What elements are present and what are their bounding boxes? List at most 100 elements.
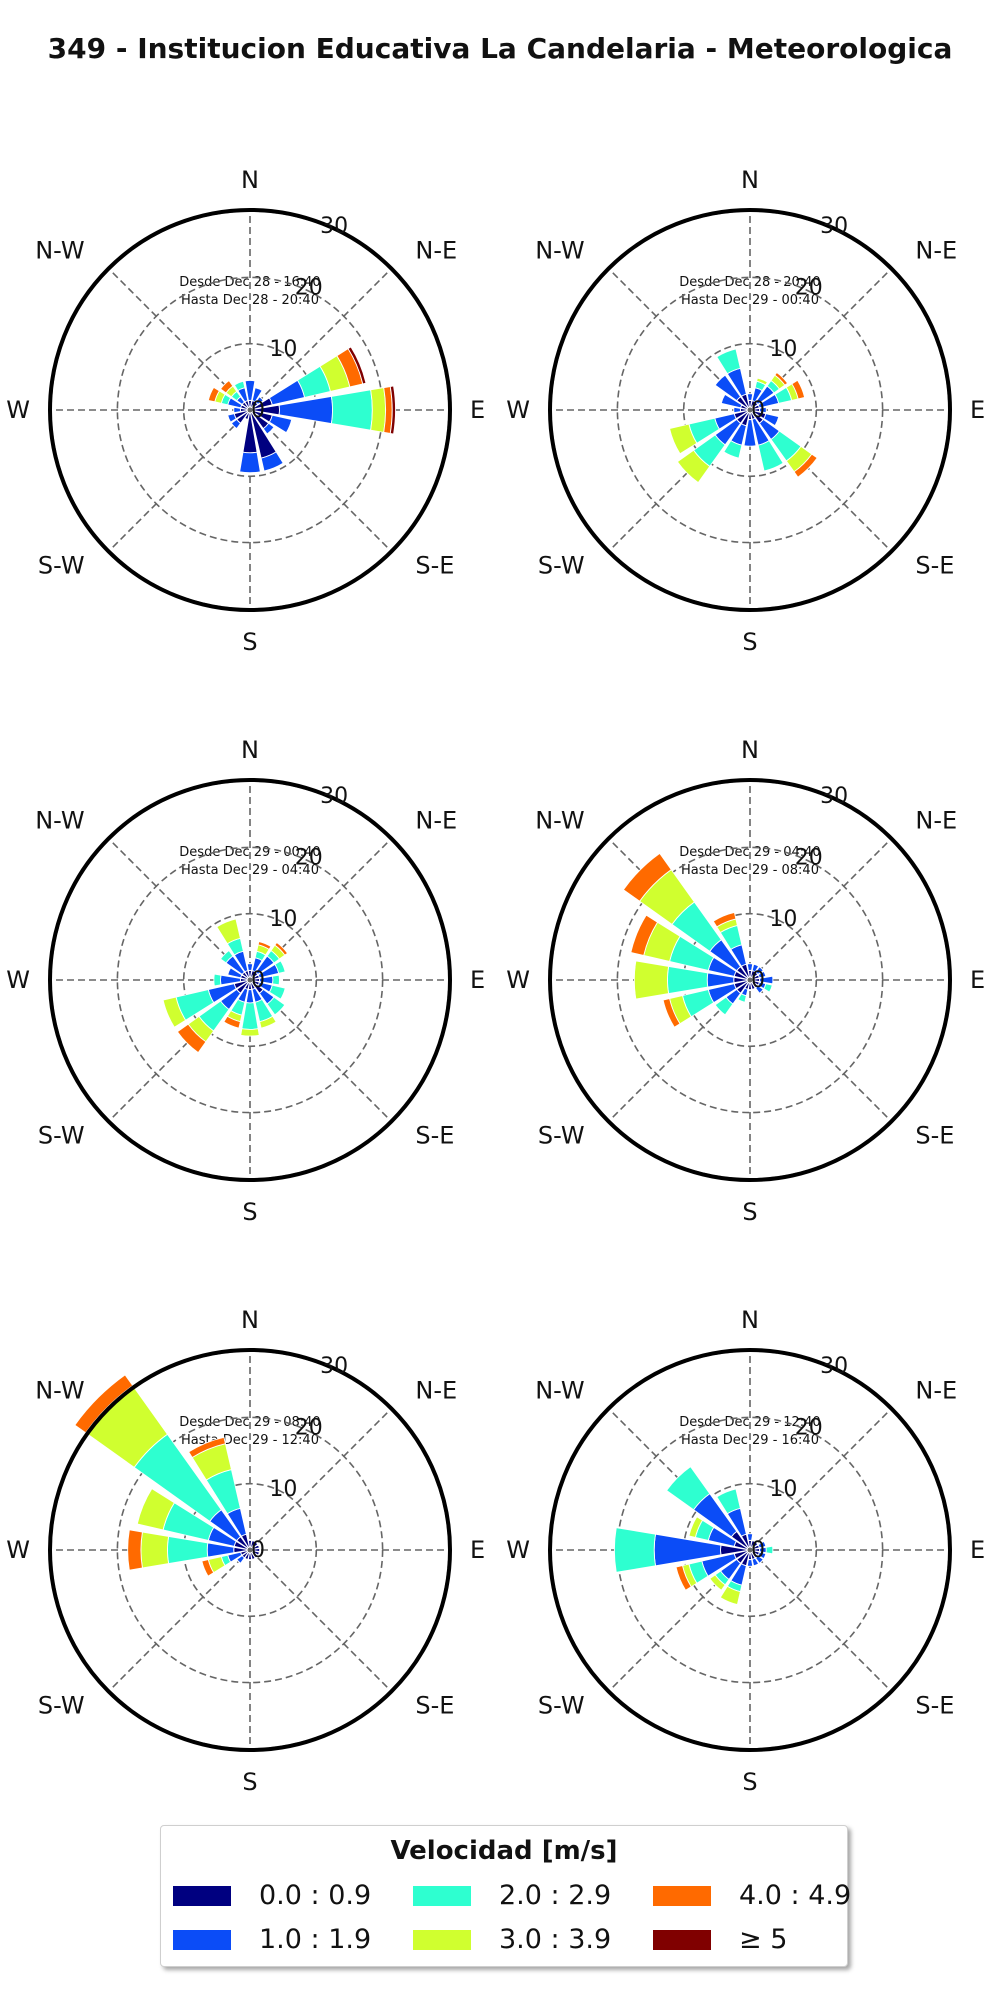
bar-segment [666, 965, 709, 995]
windrose-6: Desde Dec 29 - 12:40 Hasta Dec 29 - 16:40… [500, 1280, 1000, 1860]
bar-segment [750, 1540, 756, 1549]
ring-line [616, 1416, 884, 1684]
bar-stack [223, 981, 250, 1029]
compass-label: W [6, 1536, 30, 1564]
bar-stack [247, 1539, 253, 1548]
bar-segment [274, 960, 286, 974]
bar-segment [676, 449, 711, 484]
radial-tick-label: 20 [295, 275, 323, 300]
compass-label: E [970, 966, 985, 994]
spoke-line [749, 1408, 892, 1551]
bar-segment [746, 963, 754, 972]
compass-label: N-W [535, 237, 584, 265]
legend-swatch [413, 1886, 471, 1906]
bar-segment [259, 1015, 277, 1029]
compass-label: E [470, 1536, 485, 1564]
bar-stack [250, 1551, 256, 1560]
bar-stack [614, 1527, 748, 1573]
windrose-plot: 0 10 20 30 N N-E E S-E S S-W W N-W [506, 736, 985, 1226]
bar-segment [233, 406, 242, 414]
bar-segment [244, 1551, 250, 1560]
bar-segment [247, 1552, 253, 1561]
ring-line [116, 846, 384, 1114]
compass-label: N [241, 166, 259, 194]
bar-segment [712, 911, 737, 928]
bar-segment [665, 1465, 711, 1511]
windrose-4: Desde Dec 29 - 04:40 Hasta Dec 29 - 08:40… [500, 710, 1000, 1290]
bar-segment [688, 1516, 704, 1538]
compass-label: N-W [535, 1377, 584, 1405]
bar-segment [247, 1539, 253, 1548]
bar-segment [219, 379, 234, 394]
bar-stack [719, 1551, 750, 1606]
bar-stack [714, 374, 749, 409]
bar-segment [754, 1554, 764, 1564]
legend: Velocidad [m/s] 0.0 : 0.9 1.0 : 1.9 2.0 : … [160, 1825, 851, 1967]
bar-stack [750, 981, 756, 990]
bar-segment [758, 406, 767, 414]
bar-stack [252, 385, 396, 435]
bar-stack [207, 386, 249, 410]
compass-label: N-W [35, 237, 84, 265]
bar-segment [737, 993, 747, 1003]
radial-tick-label: 20 [295, 845, 323, 870]
bar-stack [752, 1545, 774, 1555]
bar-segment [747, 982, 753, 991]
bar-segment [716, 1488, 741, 1515]
bar-stack [751, 1540, 767, 1550]
bar-stack [720, 393, 749, 410]
bar-stack [230, 411, 249, 430]
bar-stack [227, 967, 249, 980]
compass-label: E [970, 396, 985, 424]
bar-segment [207, 386, 220, 403]
bar-stack [250, 411, 284, 472]
bar-stack [251, 396, 264, 409]
bar-stack [712, 911, 750, 979]
bar-stack [251, 960, 286, 980]
ring-line [182, 1482, 318, 1618]
compass-label: E [470, 396, 485, 424]
legend-swatch [413, 1930, 471, 1950]
compass-label: S [242, 628, 257, 656]
bar-segment [240, 1028, 260, 1037]
compass-label: N-W [35, 807, 84, 835]
compass-label: S [742, 628, 757, 656]
bar-stack [227, 410, 249, 423]
spoke-line [249, 1408, 392, 1551]
bar-stack [751, 379, 806, 410]
bar-segment [751, 1557, 760, 1567]
radial-tick-label: 10 [269, 1477, 297, 1502]
compass-label: S-W [38, 551, 85, 579]
bar-stack [622, 852, 749, 979]
bar-stack [750, 963, 760, 979]
compass-label: S-E [415, 1691, 454, 1719]
bar-segment [262, 422, 275, 435]
bar-stack [240, 982, 260, 1037]
bar-segment [176, 1023, 207, 1054]
legend-swatch [653, 1930, 711, 1950]
bar-stack [751, 1551, 764, 1564]
compass-label: S-E [915, 1691, 954, 1719]
radial-tick-label: 30 [320, 1354, 348, 1379]
bar-segment [233, 380, 246, 392]
bar-stack [251, 941, 289, 979]
bar-stack [250, 981, 277, 1029]
bar-stack [244, 1551, 250, 1560]
bar-stack [247, 1552, 253, 1561]
legend-label: 0.0 : 0.9 [259, 1880, 372, 1911]
spoke-line [108, 1549, 251, 1692]
spoke-line [249, 268, 392, 411]
bar-stack [252, 1547, 261, 1553]
compass-label: N-E [415, 807, 457, 835]
windrose-period-end: Hasta Dec 29 - 04:40 [181, 863, 319, 878]
bar-segment [162, 996, 187, 1028]
bar-stack [751, 371, 789, 409]
windrose-period-end: Hasta Dec 29 - 16:40 [681, 1433, 819, 1448]
compass-label: S-E [415, 1121, 454, 1149]
bar-segment [236, 1554, 246, 1564]
bar-segment [791, 379, 806, 400]
bar-segment [251, 1551, 259, 1559]
bar-segment [723, 440, 743, 459]
bar-stack [250, 387, 263, 409]
windrose-3: Desde Dec 29 - 00:40 Hasta Dec 29 - 04:40… [0, 710, 500, 1290]
